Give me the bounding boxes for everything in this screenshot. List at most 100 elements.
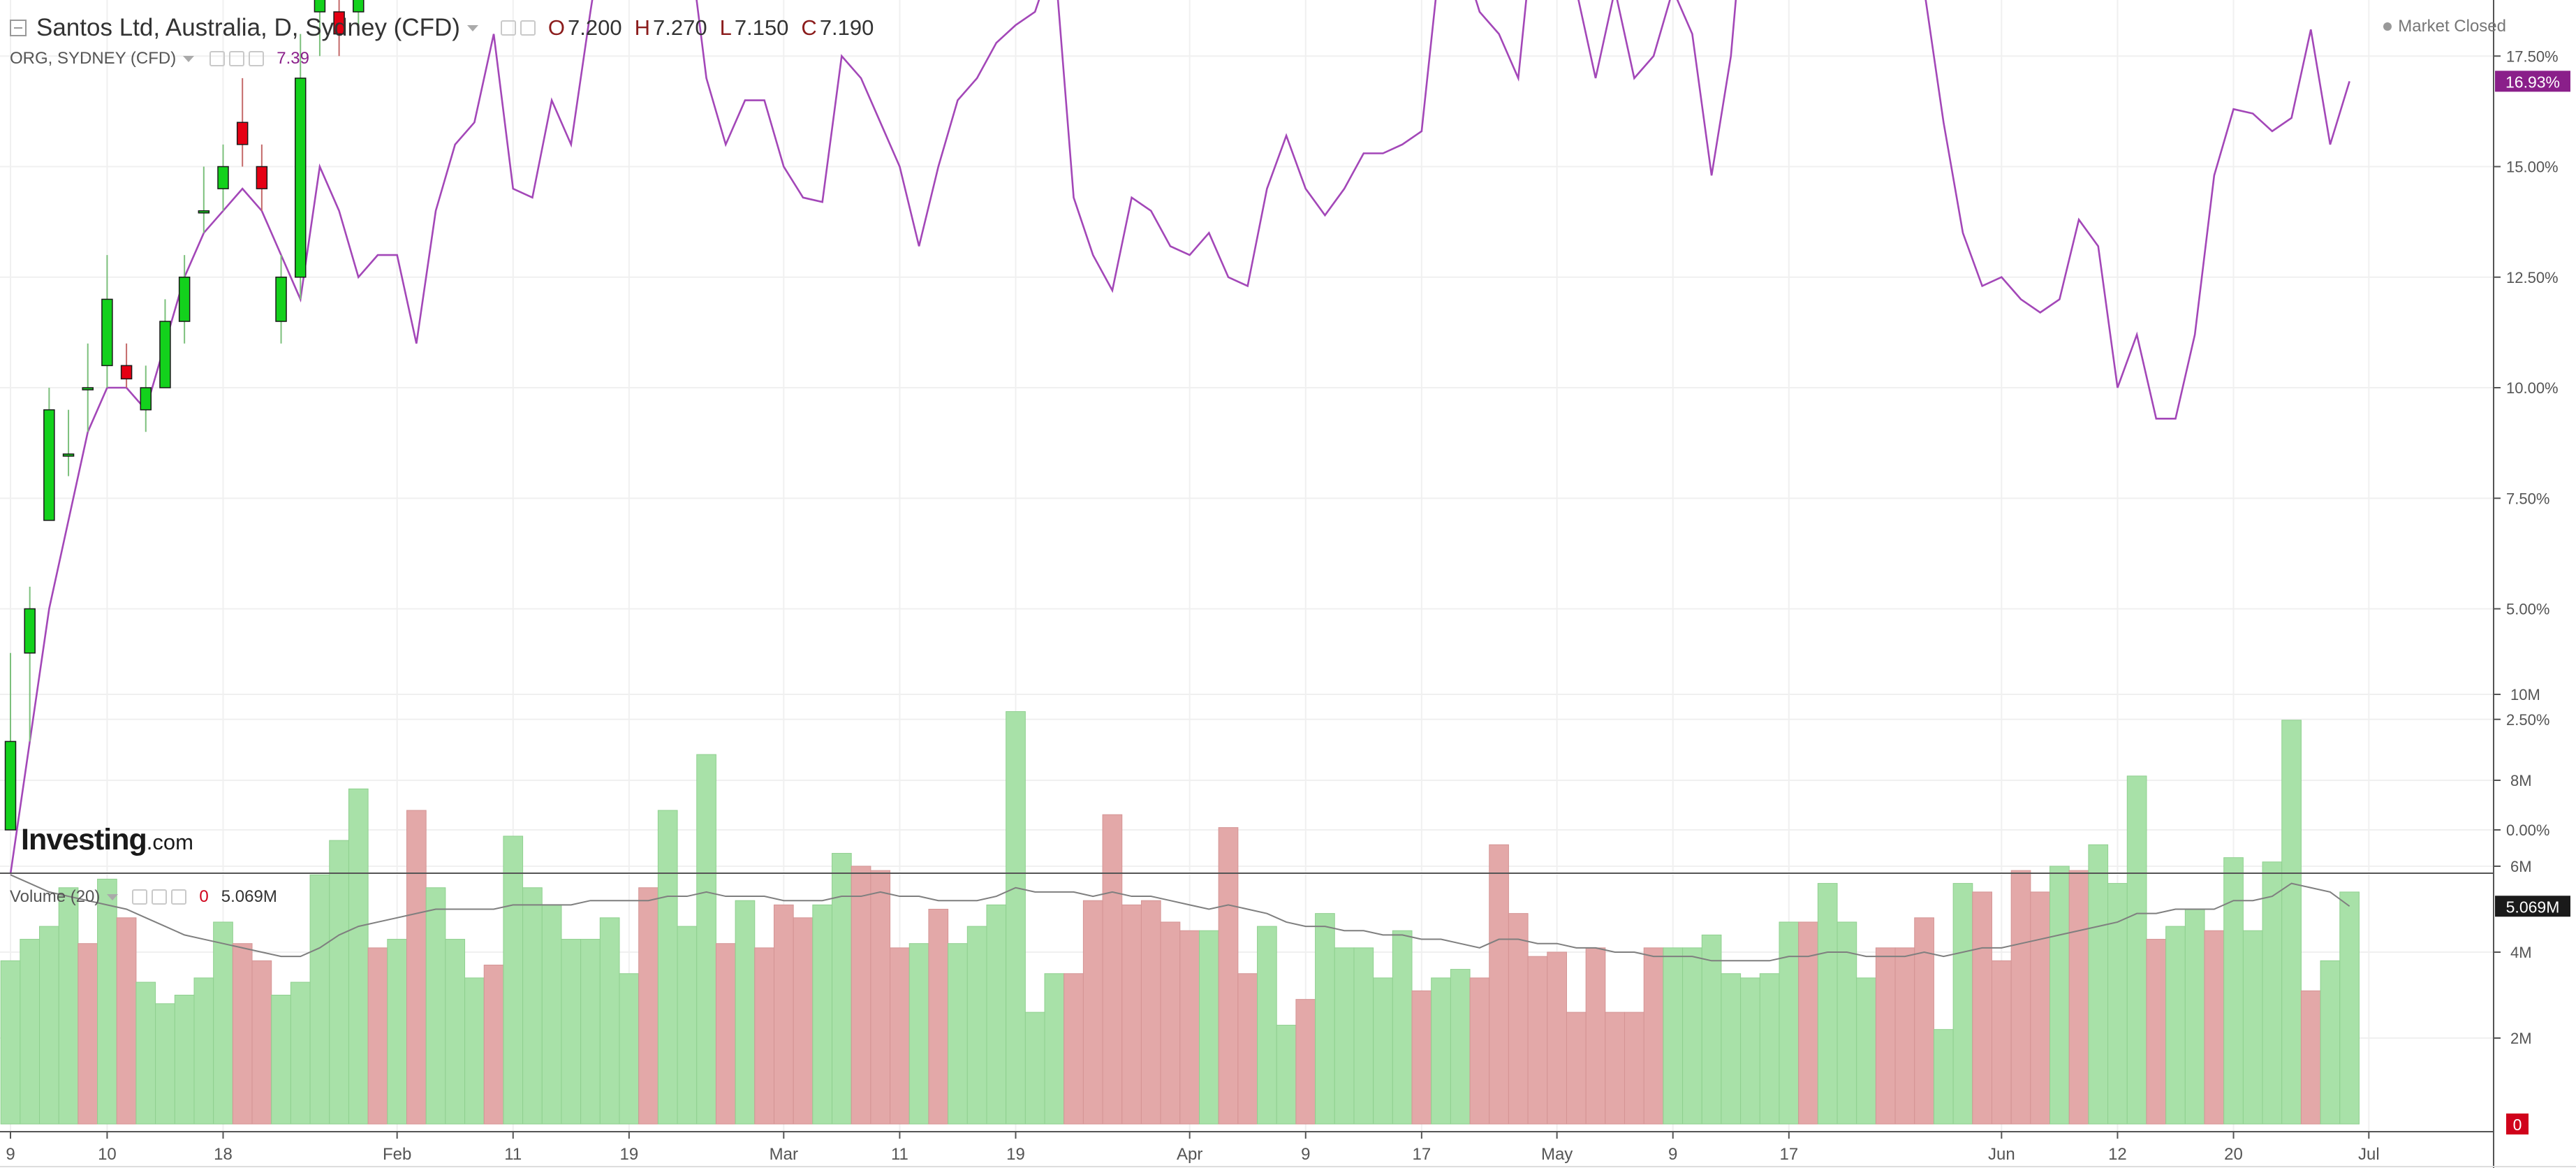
- collapse-icon[interactable]: [10, 20, 27, 36]
- volume-bar: [483, 964, 504, 1125]
- close-icon[interactable]: [171, 889, 187, 905]
- chevron-down-icon[interactable]: [107, 893, 119, 900]
- candle: [275, 255, 287, 344]
- compare-value: 7.39: [277, 49, 309, 68]
- volume-tick-label: 2M: [2510, 1030, 2532, 1047]
- volume-bar: [1140, 900, 1161, 1125]
- close-icon[interactable]: [249, 51, 265, 66]
- volume-bar: [1218, 827, 1239, 1125]
- candle-body: [4, 740, 17, 831]
- volume-bar: [832, 853, 852, 1125]
- volume-bar: [1121, 904, 1142, 1125]
- volume-bar: [2088, 844, 2109, 1125]
- volume-bar: [1006, 711, 1026, 1125]
- volume-bar: [696, 754, 716, 1125]
- volume-bar: [1160, 921, 1181, 1125]
- volume-bar: [1721, 973, 1742, 1125]
- x-tick-label: 9: [1668, 1145, 1677, 1164]
- volume-bar: [890, 947, 910, 1125]
- volume-bar: [174, 995, 195, 1125]
- x-tick-label: Apr: [1177, 1145, 1202, 1164]
- volume-bar: [2068, 870, 2089, 1125]
- volume-bar: [986, 904, 1007, 1125]
- volume-bar: [97, 878, 117, 1125]
- x-tick-label: 17: [1413, 1145, 1431, 1164]
- close-value: C 7.190: [801, 15, 874, 40]
- volume-bar: [754, 947, 774, 1125]
- compare-symbol[interactable]: ORG, SYDNEY (CFD): [10, 49, 177, 68]
- volume-bar: [966, 926, 987, 1125]
- volume-bar: [1373, 977, 1393, 1125]
- x-tick-label: 20: [2224, 1145, 2243, 1164]
- candle: [198, 166, 210, 233]
- volume-bar: [425, 887, 446, 1125]
- y-tick-label: 17.50%: [2506, 48, 2559, 65]
- eye-icon[interactable]: [209, 51, 226, 66]
- volume-bar: [599, 917, 620, 1125]
- candle: [82, 343, 94, 432]
- volume-bar: [1566, 1012, 1587, 1125]
- gear-icon[interactable]: [229, 51, 245, 66]
- x-tick-label: 9: [1301, 1145, 1310, 1164]
- candle: [294, 34, 307, 300]
- x-tick-label: Mar: [770, 1145, 798, 1164]
- volume-average-line: [10, 874, 2350, 962]
- volume-bar: [2281, 720, 2302, 1125]
- volume-tick-label: 6M: [2510, 858, 2532, 875]
- volume-bar: [1082, 900, 1103, 1125]
- volume-bar: [1972, 891, 1993, 1125]
- x-tick-label: Jul: [2358, 1145, 2380, 1164]
- volume-bar: [677, 926, 698, 1125]
- volume-bar: [541, 904, 562, 1125]
- y-tick-label: 5.00%: [2506, 601, 2549, 618]
- candle-body: [198, 210, 210, 214]
- eye-icon[interactable]: [500, 20, 516, 36]
- volume-bar: [638, 887, 658, 1125]
- volume-bar: [2184, 909, 2205, 1125]
- candle-body: [24, 608, 36, 654]
- volume-bar: [715, 943, 736, 1125]
- x-tick-label: 17: [1779, 1145, 1798, 1164]
- volume-bar: [20, 939, 41, 1125]
- volume-bar: [213, 921, 233, 1125]
- x-tick-label: Jun: [1988, 1145, 2015, 1164]
- candle: [159, 299, 171, 388]
- volume-bar: [1392, 930, 1413, 1125]
- y-tick-label: 10.00%: [2506, 379, 2559, 397]
- compare-last-tag: 16.93%: [2505, 73, 2560, 91]
- eye-icon[interactable]: [132, 889, 148, 905]
- volume-bar: [2223, 857, 2244, 1125]
- chevron-down-icon[interactable]: [183, 55, 195, 62]
- y-tick-label: 15.00%: [2506, 159, 2559, 176]
- symbol-title[interactable]: Santos Ltd, Australia, D, Sydney (CFD): [36, 14, 460, 41]
- volume-bar: [348, 788, 369, 1125]
- volume-tick-label: 8M: [2510, 772, 2532, 789]
- volume-study-label[interactable]: Volume (20): [10, 887, 101, 906]
- candle-body: [178, 277, 191, 322]
- high-value: H 7.270: [634, 15, 707, 40]
- volume-bar: [1102, 814, 1123, 1125]
- candle: [236, 78, 249, 167]
- y-tick-label: 0.00%: [2506, 822, 2549, 839]
- candle: [120, 343, 133, 388]
- gear-icon[interactable]: [152, 889, 168, 905]
- volume-bar: [406, 810, 427, 1125]
- x-tick-label: 19: [620, 1145, 639, 1164]
- volume-bar: [271, 995, 291, 1125]
- candle-body: [62, 453, 75, 457]
- volume-bar: [1469, 977, 1490, 1125]
- volume-bar: [1276, 1025, 1297, 1125]
- gear-icon[interactable]: [520, 20, 536, 36]
- chevron-down-icon[interactable]: [466, 24, 478, 31]
- volume-bar: [2242, 930, 2263, 1125]
- volume-bar: [908, 943, 929, 1125]
- volume-bar: [1179, 930, 1200, 1125]
- volume-bar: [1489, 844, 1509, 1125]
- x-tick-label: Feb: [383, 1145, 411, 1164]
- open-value: O 7.200: [547, 15, 622, 40]
- candle: [314, 0, 326, 57]
- volume-bar: [1585, 947, 1606, 1125]
- volume-bar: [1779, 921, 1799, 1125]
